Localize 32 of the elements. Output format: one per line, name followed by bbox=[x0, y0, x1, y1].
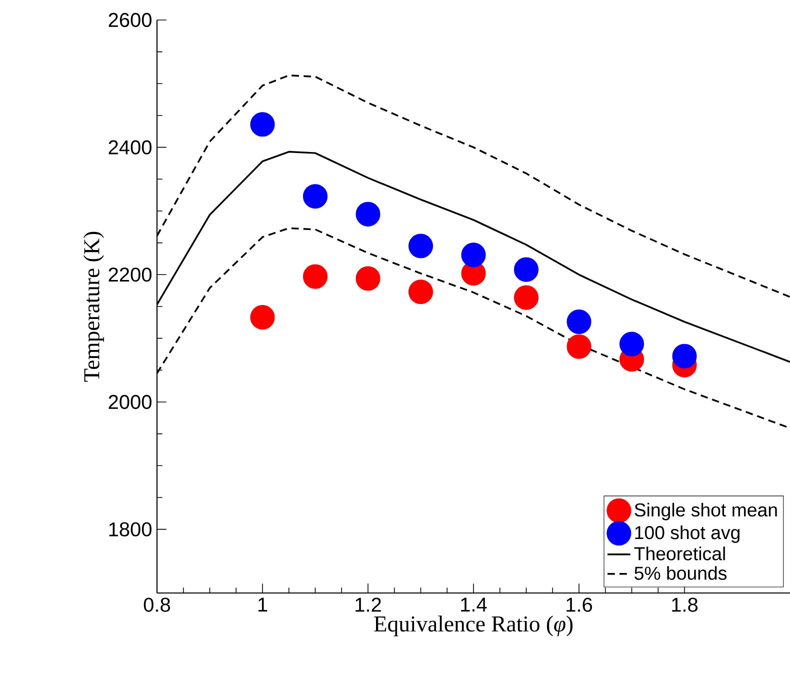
point bbox=[408, 280, 434, 304]
point bbox=[250, 305, 275, 330]
point bbox=[566, 334, 592, 359]
point bbox=[514, 285, 539, 310]
x-tick-label: 1.4 bbox=[461, 598, 487, 612]
point bbox=[356, 202, 380, 226]
point bbox=[619, 332, 644, 356]
x-tick-label: 1 bbox=[258, 598, 268, 612]
y-tick-label: 2600 bbox=[108, 12, 152, 28]
point bbox=[514, 257, 539, 282]
legend-label: Theoretical bbox=[634, 546, 725, 560]
legend-label: 100 shot avg bbox=[635, 526, 740, 543]
point bbox=[408, 234, 434, 258]
y-tick-label: 1800 bbox=[109, 522, 152, 536]
point bbox=[566, 310, 592, 334]
y-tick-label: 2400 bbox=[108, 140, 152, 154]
point bbox=[302, 184, 328, 209]
y-tick-label: 2000 bbox=[108, 394, 152, 410]
x-axis-title: Equivalence Ratio (φ) bbox=[374, 616, 573, 636]
x-tick-label: 0.8 bbox=[144, 598, 170, 612]
point bbox=[302, 264, 328, 289]
point bbox=[672, 344, 697, 368]
legend-label: Single shot mean bbox=[634, 502, 777, 520]
y-tick-label: 2200 bbox=[108, 268, 152, 282]
x-tick-label: 1.8 bbox=[672, 598, 698, 612]
point bbox=[356, 266, 380, 291]
x-tick-label: 1.6 bbox=[566, 598, 592, 612]
y-axis-title: Temperature (K) bbox=[83, 232, 104, 382]
point bbox=[461, 242, 486, 268]
x-tick-label: 1.2 bbox=[356, 598, 381, 612]
point bbox=[250, 112, 275, 137]
legend-label: 5% bounds bbox=[634, 566, 727, 580]
